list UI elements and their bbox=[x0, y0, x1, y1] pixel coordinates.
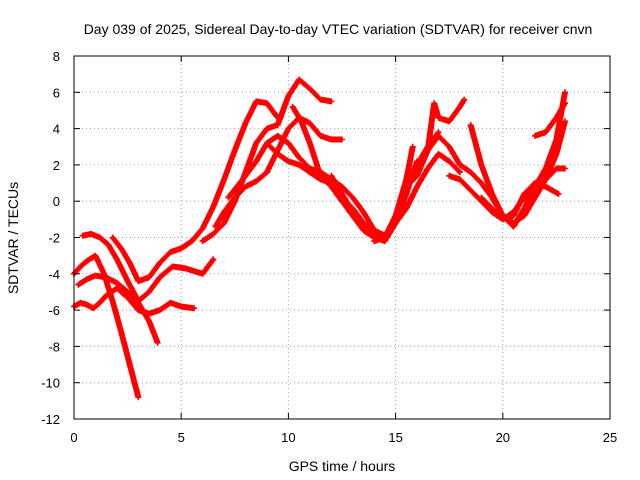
y-tick-label: -12 bbox=[41, 412, 60, 427]
y-tick-label: -10 bbox=[41, 376, 60, 391]
y-tick-label: 0 bbox=[53, 194, 60, 209]
series-markers bbox=[478, 180, 562, 223]
y-tick-label: 6 bbox=[53, 85, 60, 100]
chart-title: Day 039 of 2025, Sidereal Day-to-day VTE… bbox=[84, 21, 593, 37]
series-markers bbox=[79, 230, 217, 304]
x-axis-title: GPS time / hours bbox=[289, 458, 396, 474]
x-tick-label: 10 bbox=[281, 430, 295, 445]
y-tick-label: -6 bbox=[48, 303, 60, 318]
y-tick-label: 4 bbox=[53, 122, 60, 137]
series-markers bbox=[532, 100, 568, 139]
series-sat-g bbox=[212, 114, 345, 230]
axis-ticks: 0 5 10 15 20 25 -12 -10 -8 -6 -4 -2 0 2 4 6 8 bbox=[41, 49, 617, 445]
series-sat-e bbox=[109, 98, 281, 285]
data-series bbox=[71, 76, 568, 401]
x-tick-label: 20 bbox=[496, 430, 510, 445]
series-sat-n bbox=[467, 89, 568, 230]
series-sat-q bbox=[532, 100, 568, 139]
series-markers bbox=[371, 96, 468, 245]
series-sat-c bbox=[79, 230, 217, 304]
series-markers bbox=[212, 114, 345, 230]
y-tick-label: -4 bbox=[48, 267, 60, 282]
y-axis-title: SDTVAR / TECUs bbox=[5, 182, 21, 294]
x-tick-label: 0 bbox=[70, 430, 77, 445]
x-tick-label: 25 bbox=[603, 430, 617, 445]
x-tick-label: 5 bbox=[178, 430, 185, 445]
y-tick-label: 8 bbox=[53, 49, 60, 64]
series-sat-p bbox=[478, 180, 562, 223]
series-markers bbox=[467, 89, 568, 230]
series-sat-l bbox=[371, 96, 468, 245]
y-tick-label: -2 bbox=[48, 231, 60, 246]
x-tick-label: 15 bbox=[388, 430, 402, 445]
y-tick-label: -8 bbox=[48, 339, 60, 354]
series-markers bbox=[109, 98, 281, 285]
y-tick-label: 2 bbox=[53, 158, 60, 173]
grid bbox=[74, 56, 610, 419]
series-sat-d bbox=[75, 272, 161, 346]
series-markers bbox=[75, 272, 161, 346]
